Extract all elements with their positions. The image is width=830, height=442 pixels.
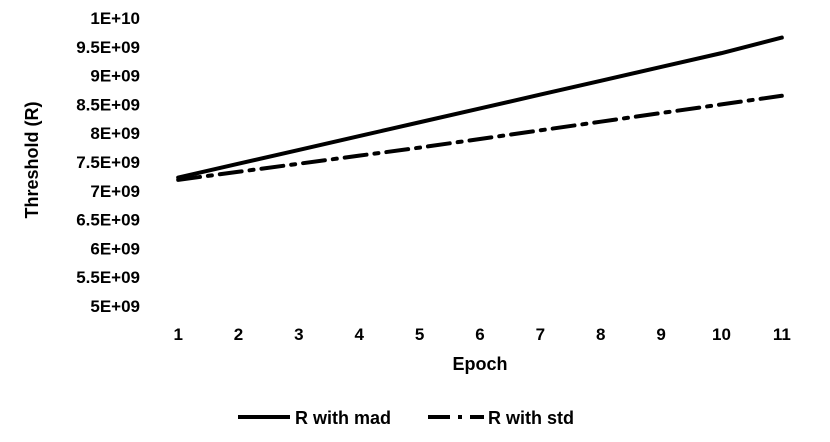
y-axis-ticks: 5E+09 5.5E+09 6E+09 6.5E+09 7E+09 7.5E+09 8E+0… [76,9,140,316]
x-tick-label: 2 [234,325,243,344]
x-tick-label: 9 [656,325,665,344]
y-tick-label: 7E+09 [90,182,140,201]
series-lines [176,35,784,182]
y-tick-label: 5E+09 [90,297,140,316]
y-tick-label: 9E+09 [90,67,140,86]
x-axis-ticks: 1 2 3 4 5 6 7 8 9 10 11 [173,325,790,344]
x-axis-title: Epoch [452,354,507,374]
x-tick-label: 8 [596,325,605,344]
x-tick-label: 11 [773,325,791,344]
y-axis-title: Threshold (R) [22,102,42,219]
y-tick-label: 8E+09 [90,124,140,143]
x-tick-label: 7 [536,325,545,344]
x-tick-label: 4 [355,325,365,344]
y-tick-label: 6E+09 [90,239,140,258]
x-tick-label: 6 [475,325,484,344]
x-tick-label: 3 [294,325,303,344]
legend-label-r-with-std: R with std [488,408,574,428]
x-tick-label: 10 [712,325,731,344]
y-tick-label: 1E+10 [90,9,140,28]
x-tick-label: 1 [173,325,182,344]
y-tick-label: 9.5E+09 [76,38,140,57]
y-tick-label: 5.5E+09 [76,268,140,287]
y-tick-label: 6.5E+09 [76,211,140,230]
y-tick-label: 8.5E+09 [76,95,140,114]
x-tick-label: 5 [415,325,424,344]
legend: R with mad R with std [238,408,574,428]
y-tick-label: 7.5E+09 [76,153,140,172]
legend-label-r-with-mad: R with mad [295,408,391,428]
